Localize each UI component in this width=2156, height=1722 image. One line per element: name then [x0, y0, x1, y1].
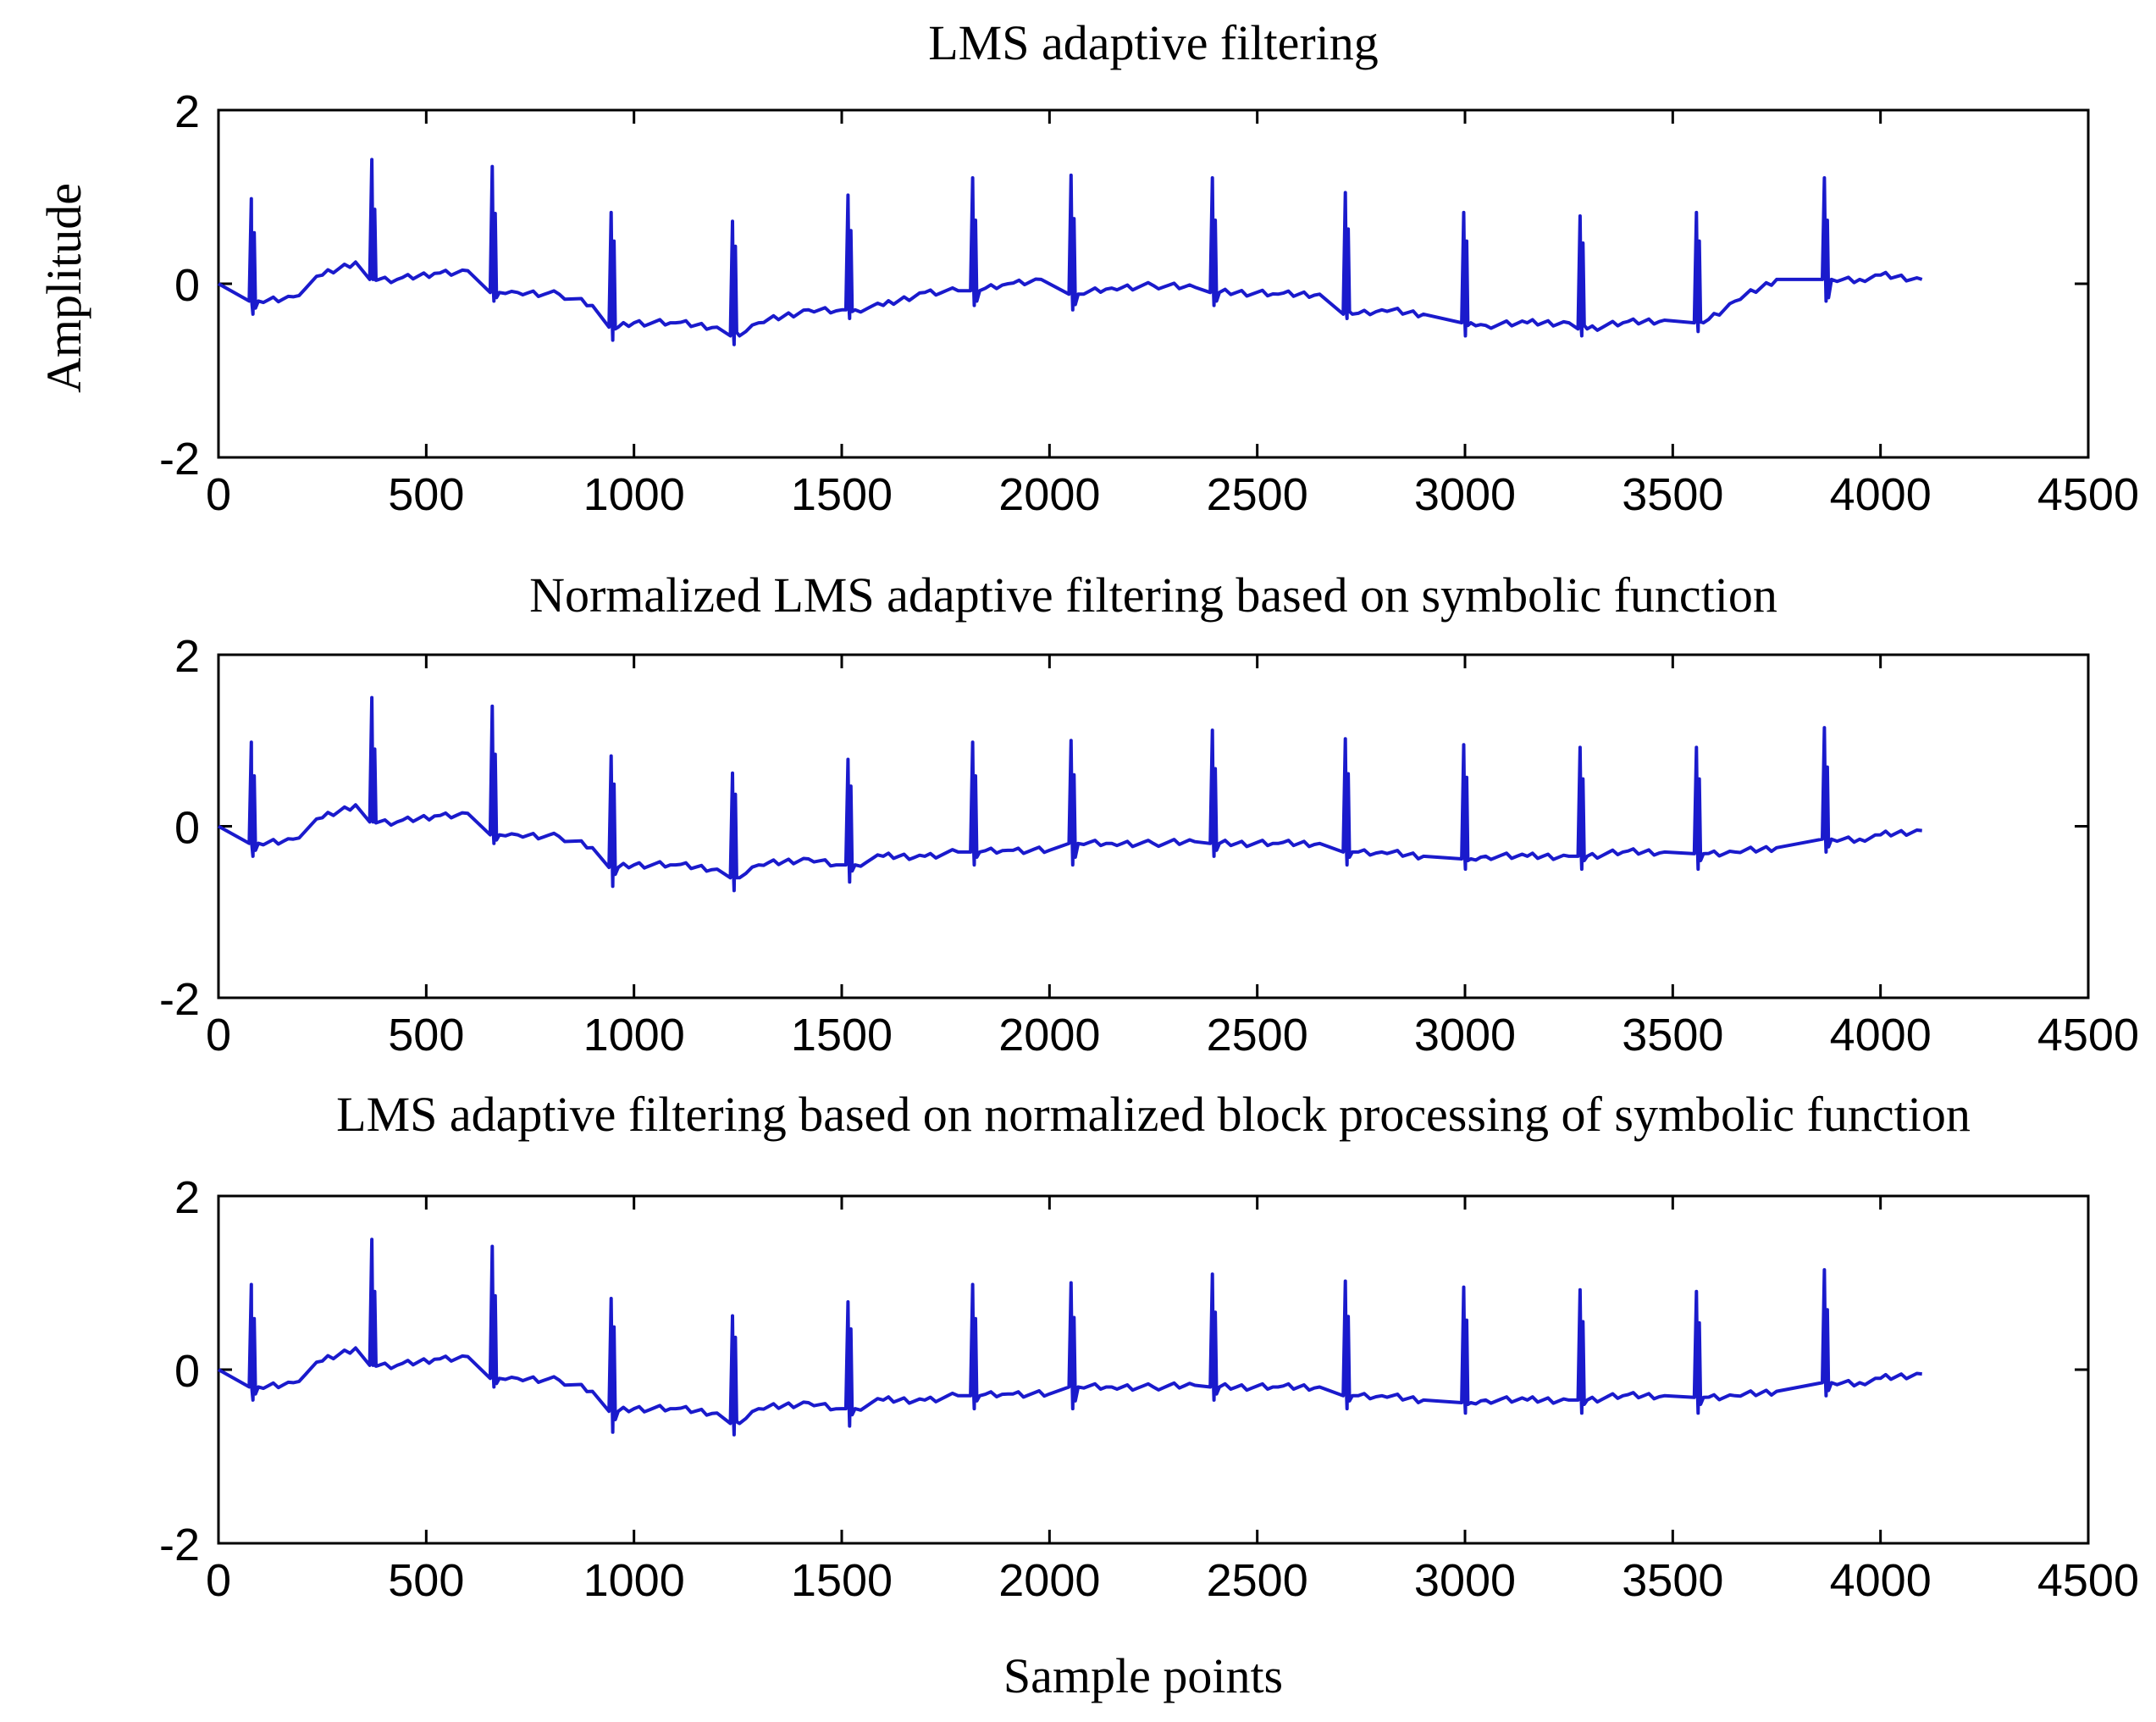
x-tick-label: 4000 — [1830, 469, 1932, 520]
x-tick-label: 2500 — [1207, 469, 1308, 520]
x-tick-label: 2500 — [1207, 1555, 1308, 1606]
x-tick-label: 500 — [388, 469, 464, 520]
x-tick-label: 2000 — [998, 1010, 1100, 1060]
x-tick-label: 0 — [206, 1010, 231, 1060]
x-tick-label: 4500 — [2037, 469, 2139, 520]
x-tick-label: 2500 — [1207, 1010, 1308, 1060]
x-tick-label: 500 — [388, 1010, 464, 1060]
x-tick-label: 4500 — [2037, 1010, 2139, 1060]
y-tick-label: -2 — [159, 1520, 200, 1570]
y-tick-label: 2 — [174, 1172, 200, 1223]
x-tick-label: 4000 — [1830, 1555, 1932, 1606]
y-tick-label: 0 — [174, 803, 200, 854]
y-tick-label: 0 — [174, 1346, 200, 1397]
x-tick-label: 3000 — [1414, 1010, 1516, 1060]
x-tick-label: 2000 — [998, 469, 1100, 520]
subplot-2: Normalized LMS adaptive filtering based … — [159, 568, 2139, 1060]
x-tick-label: 3000 — [1414, 1555, 1516, 1606]
y-tick-label: -2 — [159, 974, 200, 1025]
x-tick-label: 500 — [388, 1555, 464, 1606]
y-axis-label: Amplitude — [36, 183, 91, 393]
x-tick-label: 1000 — [583, 1555, 685, 1606]
x-tick-label: 4500 — [2037, 1555, 2139, 1606]
x-tick-label: 1500 — [791, 1010, 893, 1060]
x-tick-label: 3000 — [1414, 469, 1516, 520]
subplot-3: LMS adaptive filtering based on normaliz… — [159, 1087, 2139, 1606]
subplot-title: LMS adaptive filtering — [928, 15, 1379, 70]
x-tick-label: 0 — [206, 1555, 231, 1606]
signal-line — [218, 695, 1922, 893]
x-tick-label: 1000 — [583, 469, 685, 520]
x-tick-label: 2000 — [998, 1555, 1100, 1606]
x-axis-label: Sample points — [1003, 1648, 1283, 1703]
signal-line — [218, 1238, 1922, 1437]
subplot-1: LMS adaptive filtering 0 500 1000 1500 2000 25… — [159, 15, 2139, 520]
x-tick-label: 4000 — [1830, 1010, 1932, 1060]
x-tick-label: 3500 — [1622, 1555, 1723, 1606]
x-tick-label: 3500 — [1622, 469, 1723, 520]
signal-line — [218, 158, 1923, 346]
subplot-title: LMS adaptive filtering based on normaliz… — [336, 1087, 1971, 1142]
y-tick-label: 2 — [174, 631, 200, 682]
plot-frame — [217, 653, 2090, 999]
x-tick-label: 3500 — [1622, 1010, 1723, 1060]
x-tick-label: 0 — [206, 469, 231, 520]
y-tick-label: 0 — [174, 260, 200, 311]
x-tick-label: 1000 — [583, 1010, 685, 1060]
y-tick-label: 2 — [174, 86, 200, 137]
x-tick-label: 1500 — [791, 1555, 893, 1606]
plot-frame — [217, 1194, 2090, 1545]
subplot-title: Normalized LMS adaptive filtering based … — [529, 568, 1777, 623]
y-tick-label: -2 — [159, 434, 200, 484]
x-tick-label: 1500 — [791, 469, 893, 520]
